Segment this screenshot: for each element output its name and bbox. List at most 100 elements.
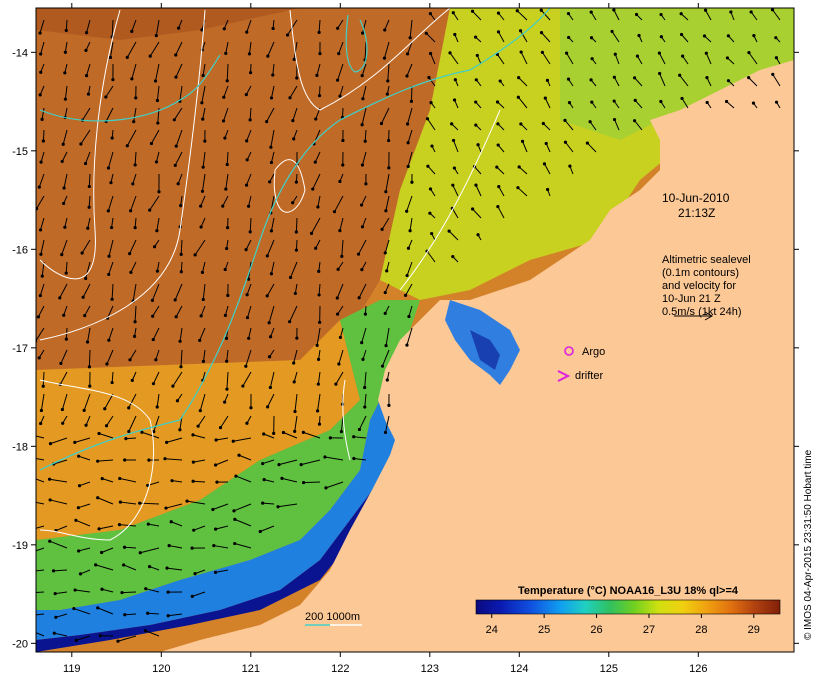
velocity-arrow-icon <box>155 85 160 103</box>
velocity-arrow-icon <box>474 100 482 109</box>
velocity-arrow-icon <box>37 173 45 189</box>
velocity-arrow-icon <box>88 371 92 388</box>
velocity-arrow-icon <box>190 546 206 550</box>
velocity-arrow-icon <box>199 195 206 208</box>
velocity-arrow-icon <box>406 41 413 56</box>
velocity-arrow-icon <box>428 12 436 21</box>
velocity-arrow-icon <box>774 56 781 65</box>
velocity-arrow-icon <box>336 19 344 30</box>
velocity-arrow-icon <box>201 349 206 363</box>
velocity-arrow-icon <box>292 41 298 61</box>
velocity-arrow-icon <box>116 635 137 643</box>
velocity-arrow-icon <box>361 85 367 101</box>
velocity-arrow-icon <box>84 415 91 427</box>
velocity-arrow-icon <box>635 54 643 65</box>
velocity-arrow-icon <box>245 415 252 425</box>
velocity-arrow-icon <box>39 63 45 74</box>
warm-west-zone <box>36 8 450 370</box>
velocity-arrow-icon <box>151 327 160 342</box>
velocity-arrow-icon <box>140 430 160 439</box>
velocity-arrow-icon <box>39 41 45 56</box>
velocity-arrow-icon <box>588 120 597 131</box>
velocity-arrow-icon <box>352 456 367 461</box>
velocity-arrow-icon <box>386 63 390 83</box>
velocity-arrow-icon <box>751 101 758 109</box>
velocity-arrow-icon <box>405 195 413 213</box>
velocity-arrow-icon <box>234 474 252 483</box>
velocity-arrow-icon <box>658 71 666 87</box>
velocity-arrow-icon <box>73 437 91 445</box>
velocity-arrow-icon <box>352 435 367 439</box>
velocity-arrow-icon <box>749 10 758 21</box>
velocity-arrow-icon <box>84 261 91 281</box>
colorbar-tick-label: 27 <box>643 624 655 636</box>
velocity-arrow-icon <box>59 349 68 366</box>
velocity-arrow-icon <box>542 162 551 175</box>
velocity-arrow-icon <box>633 98 643 109</box>
velocity-arrow-icon <box>94 563 114 571</box>
velocity-arrow-icon <box>147 564 160 571</box>
velocity-arrow-icon <box>337 41 344 56</box>
velocity-arrow-icon <box>174 129 183 148</box>
velocity-arrow-icon <box>108 41 114 60</box>
velocity-arrow-icon <box>123 613 137 617</box>
velocity-arrow-icon <box>261 501 275 505</box>
temperature-colorbar: Temperature (°C) NOAA16_L3U 18% ql>=4 24… <box>475 585 781 636</box>
velocity-arrow-icon <box>475 53 482 65</box>
velocity-arrow-icon <box>110 129 114 140</box>
velocity-arrow-icon <box>153 63 160 83</box>
velocity-arrow-icon <box>383 19 390 32</box>
velocity-arrow-icon <box>496 204 505 219</box>
velocity-arrow-icon <box>36 547 45 552</box>
velocity-arrow-icon <box>52 631 68 637</box>
sealevel-contours <box>39 8 501 541</box>
velocity-arrow-icon <box>138 547 160 555</box>
velocity-arrow-icon <box>294 173 298 184</box>
velocity-arrow-icon <box>276 503 298 509</box>
time-label: 21:13Z <box>678 206 715 220</box>
velocity-arrow-icon <box>540 50 551 65</box>
velocity-arrow-icon <box>339 415 344 434</box>
colorbar-ticks: 24 25 26 27 28 29 <box>486 614 760 636</box>
velocity-arrow-icon <box>125 129 137 148</box>
velocity-arrow-icon <box>703 8 712 21</box>
velocity-arrow-icon <box>87 173 91 189</box>
velocity-arrow-icon <box>334 371 344 386</box>
latitude-tick-label: -14 <box>12 47 28 59</box>
velocity-arrow-icon <box>170 479 183 483</box>
velocity-arrow-icon <box>125 41 137 59</box>
velocity-arrow-icon <box>41 129 46 143</box>
velocity-arrow-icon <box>405 261 413 278</box>
velocity-arrow-icon <box>77 454 91 461</box>
velocity-arrow-icon <box>245 151 252 162</box>
velocity-arrow-icon <box>118 500 137 505</box>
velocity-scale-arrow-icon <box>674 311 714 321</box>
orange-zone <box>36 320 360 540</box>
velocity-arrow-icon <box>318 41 322 56</box>
latitude-tick-label: -16 <box>12 244 28 256</box>
velocity-arrow-icon <box>62 173 68 190</box>
velocity-arrow-icon <box>476 233 482 241</box>
velocity-arrow-icon <box>612 99 620 109</box>
velocity-arrow-icon <box>428 51 436 65</box>
plot-frame <box>35 7 795 653</box>
velocity-arrow-icon <box>380 349 390 368</box>
velocity-arrow-icon <box>146 611 160 615</box>
velocity-arrow-icon <box>198 393 206 413</box>
velocity-arrow-icon <box>585 141 597 153</box>
velocity-arrow-icon <box>164 503 183 510</box>
drifter-marker: drifter <box>557 370 603 382</box>
velocity-arrow-icon <box>288 261 298 280</box>
velocity-arrow-icon <box>450 122 459 131</box>
colorbar-tick-label: 29 <box>748 624 760 636</box>
velocity-arrow-icon <box>387 129 391 143</box>
velocity-arrow-icon <box>408 217 413 233</box>
velocity-arrow-icon <box>106 195 114 213</box>
velocity-arrow-icon <box>590 100 597 109</box>
velocity-arrow-icon <box>316 371 321 386</box>
velocity-arrow-icon <box>281 430 298 439</box>
velocity-arrow-icon <box>474 183 482 197</box>
sst-field <box>36 8 794 652</box>
velocity-arrow-icon <box>179 349 183 369</box>
velocity-note-line: Altimetric sealevel <box>662 254 751 266</box>
